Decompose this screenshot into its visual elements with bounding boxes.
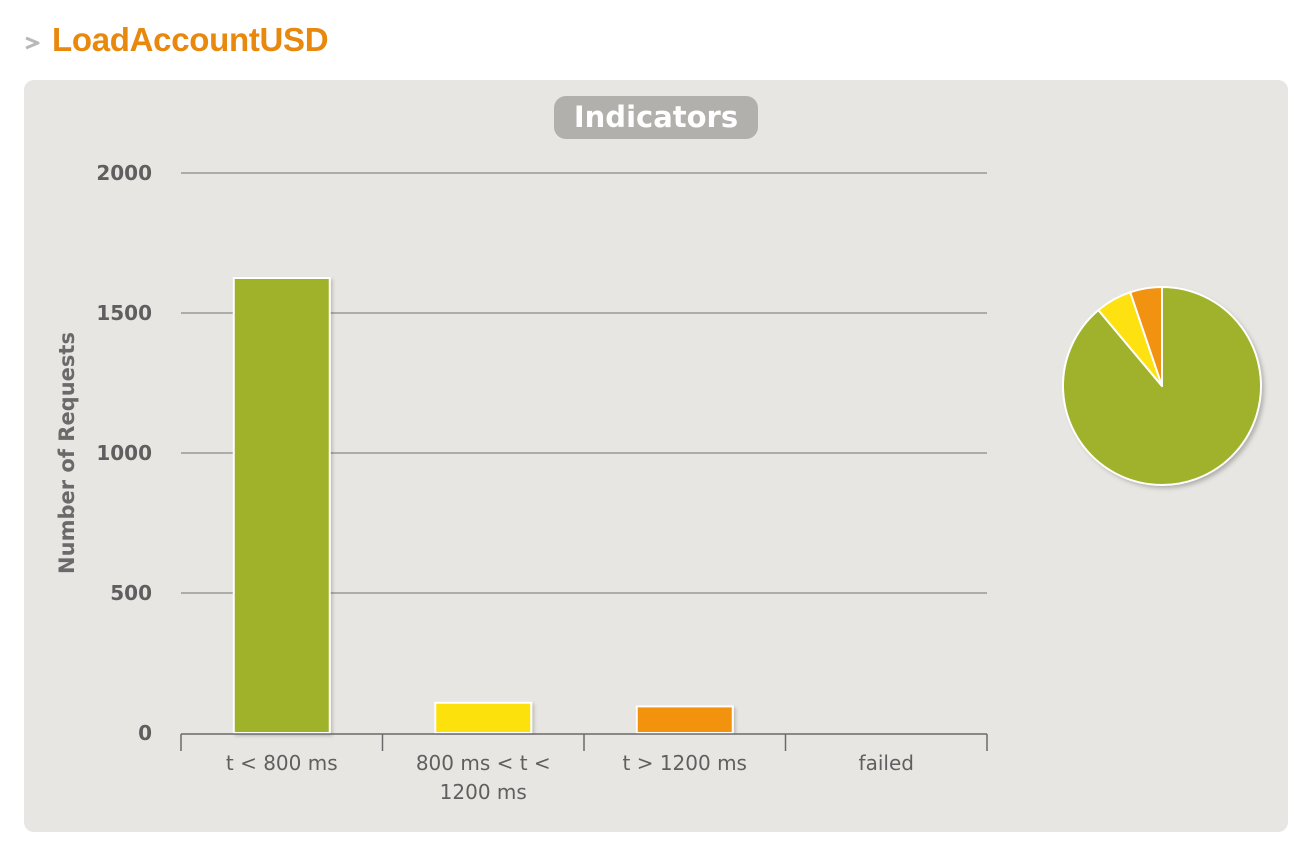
- bar[interactable]: [635, 705, 734, 735]
- y-tick-label: 2000: [96, 161, 152, 185]
- y-tick-label: 1000: [96, 441, 152, 465]
- bar[interactable]: [232, 277, 331, 734]
- x-category-label: 800 ms < t <1200 ms: [416, 751, 551, 804]
- y-tick-label: 0: [138, 721, 152, 745]
- x-category-label: failed: [859, 751, 914, 775]
- chevron-right-icon: [25, 36, 40, 50]
- pie-slice[interactable]: [1129, 286, 1163, 387]
- x-category-label: t < 800 ms: [226, 751, 338, 775]
- y-axis-title: Number of Requests: [55, 332, 79, 574]
- x-category-label: t > 1200 ms: [623, 751, 747, 775]
- page-header: LoadAccountUSD: [22, 18, 329, 62]
- page-title: LoadAccountUSD: [52, 21, 329, 58]
- y-tick-label: 1500: [96, 301, 152, 325]
- y-tick-label: 500: [110, 581, 152, 605]
- bar[interactable]: [434, 701, 533, 735]
- chart-title: Indicators: [554, 96, 758, 139]
